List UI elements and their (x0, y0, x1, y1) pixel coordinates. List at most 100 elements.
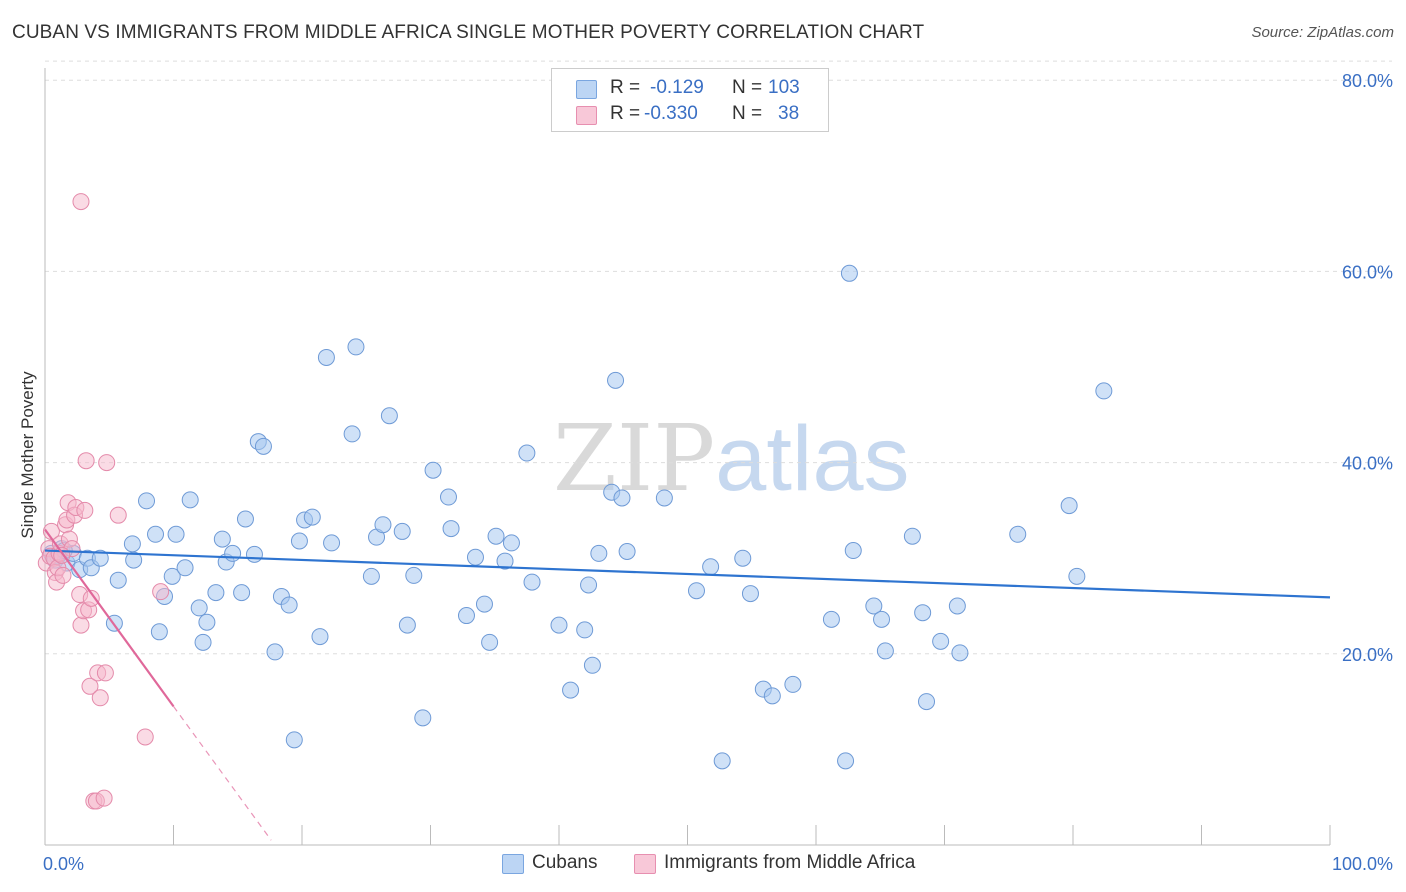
legend-row-middle-africa: R = -0.330 N = 38 (576, 103, 826, 127)
cubans-point (583, 656, 601, 674)
x-tick-label-max: 100.0% (1332, 854, 1393, 874)
y-tick-label: 40.0% (1342, 454, 1393, 474)
trend-lines-front (44, 528, 1331, 841)
cubans-point (837, 752, 855, 770)
legend-n-label: N = (732, 103, 763, 124)
legend-r-label: R = (610, 77, 641, 98)
middle-africa-point (76, 501, 94, 519)
y-tick-label: 80.0% (1342, 71, 1393, 91)
source-label: Source: ZipAtlas.com (1251, 24, 1394, 41)
legend-row-cubans: R = -0.129 N = 103 (576, 77, 826, 101)
stats-legend: R = -0.129 N = 103 R = -0.330 N = 38 (551, 68, 829, 132)
cubans-point (502, 534, 520, 552)
cubans-point (702, 558, 720, 576)
cubans-point (362, 567, 380, 585)
cubans-trend-line (44, 549, 1331, 599)
legend-r-value: -0.129 (650, 77, 704, 98)
cubans-point (347, 338, 365, 356)
middle-africa-point (72, 193, 90, 211)
legend-r-label: R = (610, 103, 641, 124)
cubans-point (948, 597, 966, 615)
cubans-point (466, 548, 484, 566)
cubans-point (125, 551, 143, 569)
legend-n-value: 103 (768, 77, 800, 98)
cubans-point (481, 633, 499, 651)
cubans-point (865, 597, 883, 615)
middle-africa-point (95, 789, 113, 807)
data-points (37, 193, 1113, 810)
cubans-point (190, 599, 208, 617)
cubans-point (618, 543, 636, 561)
middle-africa-point (81, 677, 99, 695)
cubans-point (562, 681, 580, 699)
cubans-point (784, 675, 802, 693)
cubans-point (207, 584, 225, 602)
cubans-point (303, 508, 321, 526)
bottom-legend-middle-africa: Immigrants from Middle Africa (634, 852, 954, 876)
cubans-point (405, 566, 423, 584)
cubans-point (713, 752, 731, 770)
cubans-point (442, 520, 460, 538)
cubans-point (198, 613, 216, 631)
cubans-point (487, 527, 505, 545)
cubans-point (439, 488, 457, 506)
cubans-point (163, 567, 181, 585)
legend-r-value: -0.330 (644, 103, 698, 124)
cubans-point (311, 628, 329, 646)
cubans-point (233, 584, 251, 602)
cubans-point (496, 552, 514, 570)
legend-n-value: 38 (778, 103, 800, 124)
cubans-point (475, 595, 493, 613)
y-axis-label: Single Mother Poverty (18, 371, 37, 539)
bottom-legend-middle-africa-label: Immigrants from Middle Africa (664, 852, 916, 873)
tick-labels: 20.0% 40.0% 60.0% 80.0% 0.0% 100.0% (43, 71, 1393, 874)
y-tick-label: 20.0% (1342, 645, 1393, 665)
cubans-point (167, 525, 185, 543)
cubans-point (763, 687, 781, 705)
cubans-point (590, 544, 608, 562)
cubans-point (1009, 525, 1027, 543)
cubans-point (523, 573, 541, 591)
cubans-point (903, 527, 921, 545)
cubans-point (213, 530, 231, 548)
middle-africa-point (152, 583, 170, 601)
legend-n-label: N = (732, 77, 763, 98)
cubans-point (518, 444, 536, 462)
cubans-point (1095, 382, 1113, 400)
cubans-point (932, 632, 950, 650)
cubans-point (876, 642, 894, 660)
cubans-point (181, 491, 199, 509)
cubans-point (734, 549, 752, 567)
y-tick-label: 60.0% (1342, 262, 1393, 282)
middle-africa-point (72, 616, 90, 634)
cubans-point (580, 576, 598, 594)
cubans-point (398, 616, 416, 634)
cubans-point (374, 516, 392, 534)
cubans-point (138, 492, 156, 510)
cubans-point (176, 559, 194, 577)
legend-swatch-blue (576, 80, 597, 99)
chart-title: CUBAN VS IMMIGRANTS FROM MIDDLE AFRICA S… (12, 22, 925, 43)
bottom-legend-swatch-pink (634, 854, 656, 874)
middle-africa-point (82, 589, 100, 607)
cubans-point (607, 371, 625, 389)
cubans-point (91, 549, 109, 567)
cubans-point (194, 633, 212, 651)
cubans-point (918, 693, 936, 711)
bottom-legend-cubans-label: Cubans (532, 852, 598, 873)
cubans-point (290, 532, 308, 550)
middle-africa-point (54, 566, 72, 584)
cubans-point (266, 643, 284, 661)
cubans-point (951, 644, 969, 662)
middle-africa-point (109, 506, 127, 524)
middle-africa-trend-line (44, 528, 175, 708)
bottom-legend-cubans: Cubans (502, 852, 612, 876)
middle-africa-point (136, 728, 154, 746)
cubans-point (576, 621, 594, 639)
cubans-point (343, 425, 361, 443)
axes (44, 68, 1331, 846)
cubans-point (873, 610, 891, 628)
watermark-atlas: atlas (715, 408, 910, 510)
x-tick-label-min: 0.0% (43, 854, 84, 874)
